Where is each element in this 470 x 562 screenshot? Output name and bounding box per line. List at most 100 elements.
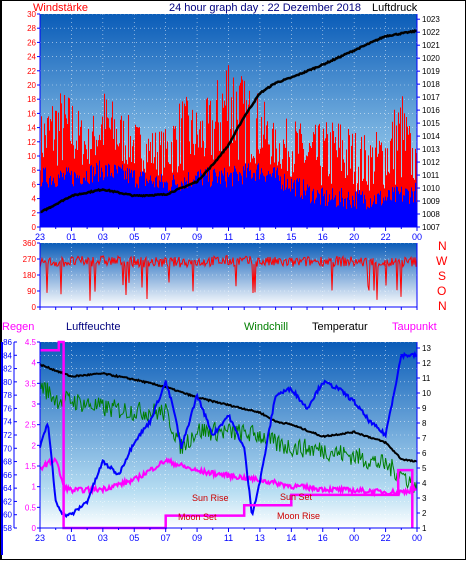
humidity-tick-label: 78 [3,391,12,400]
x-tick-label: 00 [349,533,359,543]
humidity-tick-label: 76 [3,404,12,413]
temperature-axis-tick-label: 9 [422,404,427,413]
x-tick-label: 09 [192,533,202,543]
temperature-axis-tick-label: 7 [422,434,427,443]
x-tick-label: 15 [286,232,296,242]
pressure-axis-tick-label: 1008 [422,210,440,219]
x-tick-label: 01 [66,533,76,543]
rain-axis-tick-label: 3.5 [25,379,37,388]
humidity-tick-label: 74 [3,418,12,427]
legend-rain: Regen [2,321,34,333]
pressure-axis-tick-label: 1020 [422,54,440,63]
pressure-axis-tick-label: 1010 [422,184,440,193]
pressure-axis-tick-label: 1009 [422,197,440,206]
direction-axis-tick-label: 0 [32,303,37,312]
wind-axis-tick-label: 16 [27,109,36,118]
wind-axis-tick-label: 22 [27,67,36,76]
direction-letter-w: W [436,254,448,268]
x-tick-label: 05 [129,533,139,543]
annotation-sun-rise: Sun Rise [192,493,229,503]
wind-axis-tick-label: 12 [27,138,36,147]
x-tick-label: 16 [318,533,328,543]
pressure-axis-tick-label: 1013 [422,145,440,154]
wind-axis-tick-label: 0 [32,223,37,232]
pressure-axis-tick-label: 1007 [422,223,440,232]
wind-axis-tick-label: 14 [27,124,36,133]
legend-dewpoint: Taupunkt [392,321,437,333]
x-tick-label: 22 [381,533,391,543]
x-tick-label: 05 [129,232,139,242]
x-tick-label: 16 [318,232,328,242]
pressure-axis-tick-label: 1018 [422,80,440,89]
rain-line [40,340,414,530]
legend-windchill: Windchill [244,321,288,333]
wind-axis-tick-label: 4 [32,195,37,204]
direction-axis-tick-label: 360 [23,239,37,248]
humidity-tick-label: 86 [3,338,12,347]
annotation-moon-rise: Moon Rise [277,511,320,521]
wind-axis-tick-label: 18 [27,95,36,104]
wind-axis-tick-label: 28 [27,24,36,33]
annotation-sun-set: Sun Set [280,492,313,502]
x-tick-label: 13 [255,232,265,242]
temperature-axis-tick-label: 11 [422,374,431,383]
temperature-axis-tick-label: 4 [422,479,427,488]
temperature-axis-tick-label: 13 [422,344,431,353]
wind-bars [40,65,417,227]
rain-axis-tick-label: 2.5 [25,421,37,430]
dewpoint-line [39,456,418,498]
pressure-axis-title: Luftdruck [372,2,418,14]
x-tick-label: 23 [35,232,45,242]
pressure-line [39,28,418,214]
x-tick-label: 23 [35,533,45,543]
direction-axis-tick-label: 270 [23,255,37,264]
pressure-axis-tick-label: 1019 [422,67,440,76]
rain-axis-tick-label: 3 [32,400,37,409]
rain-axis-tick-label: 1.5 [25,462,37,471]
humidity-tick-label: 64 [3,484,12,493]
temperature-line [39,363,418,463]
x-tick-label: 20 [349,232,359,242]
humidity-tick-label: 82 [3,365,12,374]
rain-axis-tick-label: 0 [32,524,37,533]
humidity-tick-label: 80 [3,378,12,387]
temperature-axis-tick-label: 3 [422,494,427,503]
legend-humidity: Luftfeuchte [66,321,120,333]
wind-axis-tick-label: 2 [32,209,37,218]
wind-axis-tick-label: 8 [32,166,37,175]
wind-axis-title: Windstärke [33,2,88,14]
pressure-axis-tick-label: 1017 [422,93,440,102]
x-tick-label: 03 [98,533,108,543]
direction-letter-s: S [438,269,446,283]
temperature-axis-tick-label: 2 [422,509,427,518]
wind-axis-tick-label: 24 [27,53,36,62]
temperature-axis-tick-label: 5 [422,464,427,473]
direction-axis-tick-label: 180 [23,271,37,280]
temperature-axis-tick-label: 8 [422,419,427,428]
x-tick-label: 11 [224,533,233,543]
x-tick-label: 11 [224,232,233,242]
x-tick-label: 00 [412,533,422,543]
annotation-moon-set: Moon Set [178,512,217,522]
wind-axis-tick-label: 20 [27,81,36,90]
direction-axis-tick-label: 90 [27,287,36,296]
wind-axis-tick-label: 6 [32,180,37,189]
x-tick-label: 13 [255,533,265,543]
humidity-tick-label: 70 [3,444,12,453]
pressure-axis-tick-label: 1021 [422,41,440,50]
pressure-axis-tick-label: 1016 [422,106,440,115]
axes: 0246810121416182022242628301007100810091… [1,10,440,555]
humidity-tick-label: 62 [3,497,12,506]
x-tick-label: 01 [66,232,76,242]
rain-axis-tick-label: 4 [32,359,37,368]
rain-axis-tick-label: 0.5 [25,503,37,512]
humidity-line [39,350,418,519]
rain-axis-tick-label: 2 [32,441,37,450]
wind-direction-line [39,254,418,301]
pressure-axis-tick-label: 1014 [422,132,440,141]
temperature-axis-tick-label: 12 [422,359,431,368]
rain-axis-tick-label: 4.5 [25,338,37,347]
rain-axis-tick-label: 1 [32,483,37,492]
